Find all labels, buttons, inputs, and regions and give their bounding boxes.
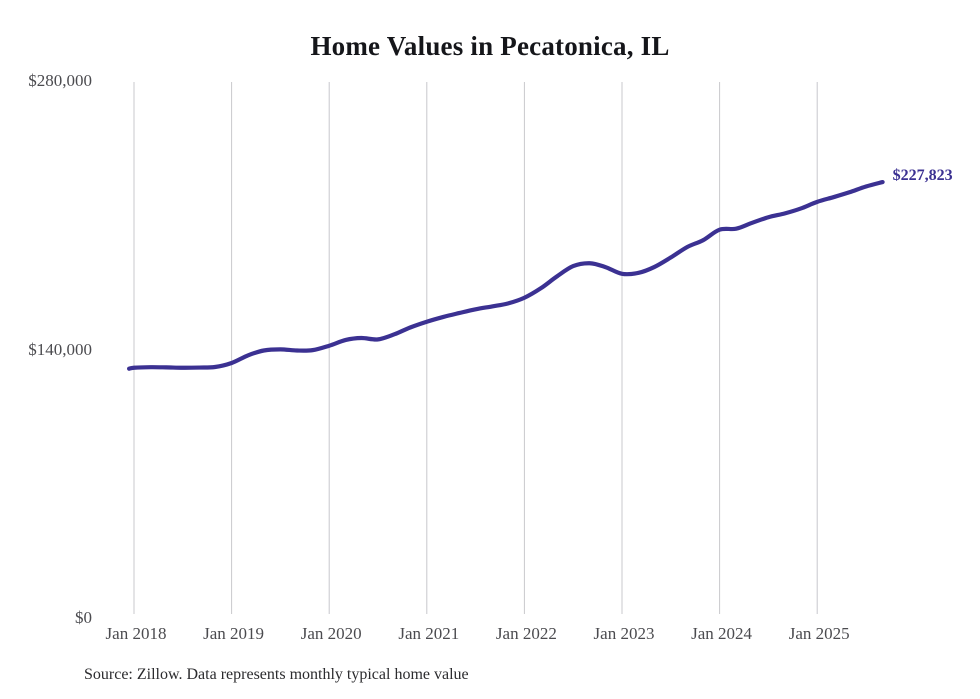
y-tick-label-0: $0 xyxy=(75,608,92,627)
page-title: Home Values in Pecatonica, IL xyxy=(310,31,670,61)
line-series-typical-home-value xyxy=(127,179,885,371)
x-tick-label-jan-2023: Jan 2023 xyxy=(593,624,655,643)
x-tick-label-jan-2024: Jan 2024 xyxy=(691,624,753,643)
y-tick-label-280000: $280,000 xyxy=(28,71,92,90)
end-value-annotation: $227,823 xyxy=(892,167,953,185)
x-tick-label-jan-2021: Jan 2021 xyxy=(398,624,460,643)
x-tick-label-jan-2025: Jan 2025 xyxy=(788,624,850,643)
y-tick-label-140000: $140,000 xyxy=(28,339,92,359)
x-tick-label-jan-2018: Jan 2018 xyxy=(105,624,167,643)
source-note: Source: Zillow. Data represents monthly … xyxy=(84,666,469,683)
x-tick-label-jan-2019: Jan 2019 xyxy=(203,624,265,643)
x-tick-label-jan-2022: Jan 2022 xyxy=(495,624,557,643)
x-tick-label-jan-2020: Jan 2020 xyxy=(300,624,362,643)
gridlines xyxy=(133,82,818,614)
